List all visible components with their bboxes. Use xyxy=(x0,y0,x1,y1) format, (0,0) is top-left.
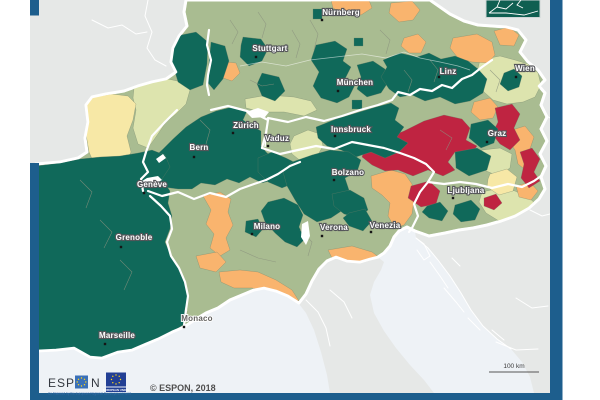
espon-letter-n: N xyxy=(91,376,101,390)
city-dot xyxy=(514,75,518,79)
lake-neuchatel xyxy=(156,154,166,163)
city-label: Ljubljana xyxy=(448,186,485,195)
city-dot xyxy=(485,140,489,144)
mediterranean-sea xyxy=(30,289,330,393)
eu-caption-strip xyxy=(106,387,126,392)
city-dot xyxy=(231,131,235,135)
dark-green-regions xyxy=(36,8,523,358)
city-dot xyxy=(103,342,107,346)
eu-caption-text: EUROPEAN UNION xyxy=(103,388,129,392)
study-area-outline xyxy=(34,0,549,360)
river-line xyxy=(144,0,167,67)
copyright-text: © ESPON, 2018 xyxy=(150,383,216,393)
city-label: Grenoble xyxy=(116,233,153,242)
lake-constance xyxy=(246,108,269,118)
city-label: Venezia xyxy=(370,221,401,230)
scale-bar: 100 km xyxy=(489,363,539,373)
city-label: Stuttgart xyxy=(252,44,287,53)
island-outline xyxy=(443,287,465,313)
rivers-and-outside-borders xyxy=(91,0,551,351)
map-frame xyxy=(30,0,563,400)
city-dot xyxy=(320,234,324,238)
espon-letter-s: S xyxy=(57,376,66,390)
frame-bottom xyxy=(33,393,562,400)
city-dot xyxy=(320,18,324,22)
island-outline xyxy=(451,257,461,267)
frame-left-top xyxy=(30,0,39,16)
istria-outline xyxy=(415,237,431,261)
city-label: Monaco xyxy=(181,314,212,323)
eu-flag-field xyxy=(106,372,126,387)
city-dot xyxy=(254,55,258,59)
italy-region-line xyxy=(305,299,331,347)
city-label: Marseille xyxy=(99,331,135,340)
sea-layer xyxy=(30,227,534,393)
italy-region-line xyxy=(329,289,353,319)
region-patches xyxy=(36,0,542,358)
city-dot xyxy=(142,191,146,195)
europe-locator-inset xyxy=(485,0,541,18)
city-label: Innsbruck xyxy=(331,125,371,134)
city-dot xyxy=(119,245,123,249)
city-dot xyxy=(336,89,340,93)
city-label: Vaduz xyxy=(265,134,289,143)
river-line xyxy=(91,19,148,35)
city-labels-layer: Nürnberg Stuttgart München Linz Wien Zürich Va… xyxy=(98,7,536,346)
city-label: Graz xyxy=(488,129,507,138)
city-dot xyxy=(333,134,337,138)
frame-right xyxy=(550,0,563,400)
rhine-valley-line xyxy=(264,126,268,148)
danube-river xyxy=(239,51,471,71)
city-dot xyxy=(451,196,455,200)
city-dot xyxy=(192,155,196,159)
island-outline xyxy=(467,317,481,331)
city-label: Zürich xyxy=(233,121,259,130)
frame-left-bottom xyxy=(30,163,39,400)
city-label: München xyxy=(337,78,374,87)
island-outline xyxy=(429,261,449,289)
city-label: Verona xyxy=(320,223,348,232)
nuts-boundaries xyxy=(79,11,501,291)
red-regions xyxy=(361,103,541,211)
city-dot xyxy=(369,230,373,234)
espon-cofinance-text: Co-financed by the European Regional Dev… xyxy=(48,392,131,396)
city-label: Wien xyxy=(515,64,535,73)
croatia-coastline xyxy=(415,237,512,350)
city-label: Linz xyxy=(440,67,457,76)
border-line xyxy=(515,297,549,309)
espon-letter-e: E xyxy=(48,376,57,390)
espon-logo: E S P N Co-financed by the European Regi… xyxy=(48,375,131,396)
country-borders xyxy=(34,0,549,360)
city-label: Nürnberg xyxy=(322,8,360,17)
city-label: Milano xyxy=(254,222,281,231)
eu-flag: EUROPEAN UNION xyxy=(103,372,129,392)
city-dot xyxy=(182,325,186,329)
adriatic-sea xyxy=(370,227,534,393)
city-dot xyxy=(250,232,254,236)
inset-outline xyxy=(488,0,539,16)
lake-garda xyxy=(301,221,310,245)
city-dot xyxy=(437,75,441,79)
espon-o-stars xyxy=(76,377,87,387)
city-label: Bolzano xyxy=(332,168,365,177)
border-line xyxy=(495,341,539,351)
scale-bar-label: 100 km xyxy=(503,363,524,370)
border-line xyxy=(529,209,551,217)
city-dot xyxy=(332,178,336,182)
lakes xyxy=(139,108,310,245)
city-dot xyxy=(266,144,270,148)
espon-letter-p: P xyxy=(66,376,75,390)
lake-geneva xyxy=(139,176,162,187)
eu-flag-stars xyxy=(110,374,122,385)
city-label: Genève xyxy=(137,180,167,189)
city-label: Bern xyxy=(189,143,208,152)
island-outline xyxy=(491,329,505,341)
